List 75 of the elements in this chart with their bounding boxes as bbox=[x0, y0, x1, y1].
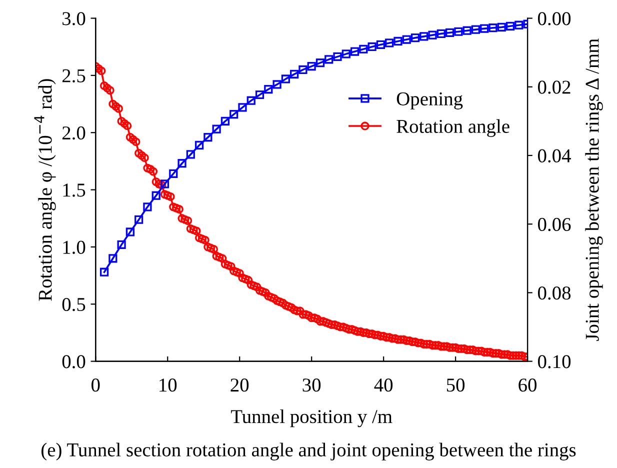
x-tick-label: 60 bbox=[518, 378, 537, 392]
y2-tick-label: 0.00 bbox=[538, 12, 571, 26]
x-tick-label: 0 bbox=[92, 378, 100, 392]
point bbox=[134, 215, 144, 224]
x-tick-label: 30 bbox=[302, 378, 321, 392]
point bbox=[160, 180, 170, 188]
point bbox=[394, 36, 402, 46]
y-tick-label: 3.0 bbox=[62, 12, 86, 26]
text: (e) Tunnel section rotation angle and joint opening between the rings bbox=[41, 442, 576, 460]
point bbox=[445, 28, 454, 37]
point bbox=[194, 140, 204, 150]
point bbox=[169, 169, 178, 178]
y-axis-title: Rotation angle φ /(10$^{−4}$ rad) bbox=[34, 79, 56, 301]
point bbox=[471, 25, 480, 34]
y2-tick-label: 0.04 bbox=[538, 149, 571, 162]
point bbox=[488, 24, 498, 32]
point bbox=[410, 34, 420, 42]
point bbox=[316, 58, 325, 68]
point bbox=[420, 32, 428, 41]
point bbox=[230, 110, 238, 119]
point bbox=[298, 65, 308, 74]
y-tick-label: 1.5 bbox=[63, 184, 86, 197]
x-tick-label: 50 bbox=[446, 378, 465, 392]
point bbox=[385, 38, 394, 48]
point bbox=[324, 55, 334, 64]
y-tick-label: 2.0 bbox=[62, 126, 86, 140]
y-tick-label: 0.5 bbox=[62, 298, 86, 312]
point bbox=[246, 96, 256, 105]
point bbox=[497, 22, 506, 32]
point bbox=[100, 268, 109, 276]
point bbox=[178, 159, 186, 168]
x-tick-label: 10 bbox=[160, 378, 177, 392]
point bbox=[220, 116, 230, 126]
point bbox=[281, 74, 290, 84]
point bbox=[117, 240, 126, 249]
point bbox=[126, 228, 134, 236]
point bbox=[402, 35, 411, 44]
point bbox=[462, 26, 472, 35]
y2-tick-label: 0.08 bbox=[538, 286, 571, 300]
y2-tick-label: 0.10 bbox=[538, 355, 571, 368]
point bbox=[376, 40, 385, 49]
point bbox=[342, 50, 350, 58]
x-tick-label: 40 bbox=[374, 378, 393, 392]
y2-tick-label: 0.06 bbox=[538, 218, 571, 232]
point bbox=[368, 42, 376, 52]
point bbox=[204, 132, 212, 142]
point bbox=[272, 80, 282, 89]
point bbox=[480, 24, 489, 33]
x-axis-title: Tunnel position y /m bbox=[230, 409, 392, 428]
point bbox=[506, 22, 515, 30]
x-tick-label: 20 bbox=[230, 378, 249, 392]
point bbox=[514, 20, 524, 30]
y-tick-label: 0.0 bbox=[62, 355, 86, 368]
point bbox=[307, 62, 316, 71]
point bbox=[238, 103, 247, 112]
point bbox=[290, 70, 299, 78]
legend-label: Opening bbox=[396, 92, 463, 110]
point bbox=[255, 90, 264, 100]
point bbox=[186, 150, 195, 159]
point bbox=[454, 27, 463, 36]
point bbox=[359, 44, 368, 54]
point bbox=[333, 52, 342, 61]
point bbox=[152, 191, 160, 200]
legend-label: Rotation angle bbox=[396, 119, 510, 137]
point bbox=[436, 29, 446, 38]
y-tick-label: 1.0 bbox=[63, 240, 86, 254]
point bbox=[428, 30, 437, 40]
point bbox=[264, 84, 273, 94]
point bbox=[212, 124, 221, 134]
point bbox=[143, 202, 152, 212]
y2-tick-label: 0.02 bbox=[538, 80, 570, 94]
point bbox=[108, 254, 118, 263]
y-tick-label: 2.5 bbox=[62, 69, 86, 82]
point bbox=[350, 47, 360, 56]
y2-axis-title: Joint opening between the rings Δ /mm bbox=[585, 38, 603, 341]
